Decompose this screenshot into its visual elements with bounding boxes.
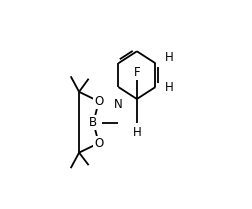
Text: N: N (114, 98, 123, 111)
Text: B: B (89, 116, 98, 129)
Text: F: F (134, 66, 140, 79)
Text: H: H (165, 51, 174, 64)
Text: H: H (133, 126, 141, 139)
Text: H: H (165, 80, 174, 94)
Text: O: O (94, 137, 103, 150)
Text: O: O (94, 95, 103, 108)
